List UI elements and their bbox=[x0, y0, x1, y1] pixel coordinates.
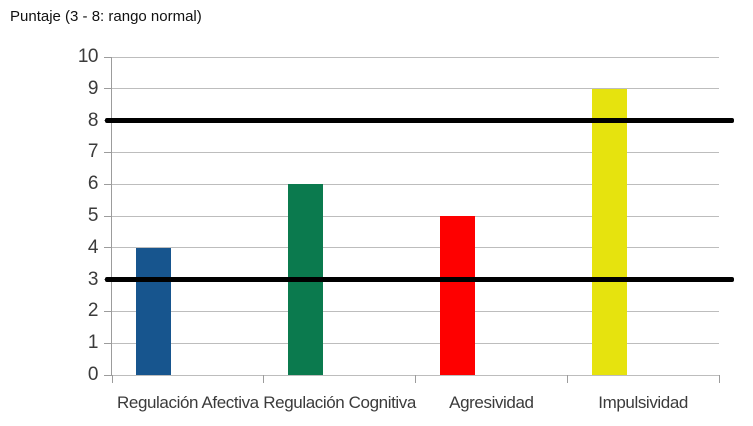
y-axis-tick-label: 10 bbox=[77, 46, 99, 67]
y-gridline bbox=[112, 151, 719, 153]
y-axis-tick-label: 0 bbox=[87, 364, 99, 385]
y-gridline bbox=[112, 88, 719, 90]
y-axis-tick bbox=[104, 183, 112, 185]
y-axis-line bbox=[111, 57, 112, 375]
y-axis-tick bbox=[104, 151, 112, 153]
y-axis-tick-label: 2 bbox=[87, 300, 99, 322]
category-label: Regulación Cognitiva bbox=[263, 393, 416, 412]
x-axis-tick bbox=[718, 375, 720, 383]
bar-impulsividad bbox=[591, 88, 627, 375]
y-gridline bbox=[112, 310, 719, 312]
y-axis-tick bbox=[104, 342, 112, 344]
y-axis-tick bbox=[104, 310, 112, 312]
reference-line bbox=[105, 277, 734, 283]
x-axis-tick bbox=[111, 375, 113, 383]
y-axis-tick bbox=[104, 215, 112, 217]
y-axis-tick-label: 5 bbox=[87, 205, 99, 226]
bar-regulaci-n-afectiva bbox=[136, 247, 172, 375]
y-axis-tick bbox=[104, 88, 112, 90]
chart-title: Puntaje (3 - 8: rango normal) bbox=[10, 8, 202, 25]
y-gridline bbox=[112, 215, 719, 217]
y-axis-tick bbox=[104, 56, 112, 58]
category-label: Regulación Afectiva bbox=[117, 393, 259, 412]
category-label: Impulsividad bbox=[598, 393, 688, 412]
bar-agresividad bbox=[439, 216, 475, 375]
x-axis-tick bbox=[263, 375, 265, 383]
x-axis-tick bbox=[566, 375, 568, 383]
y-axis-tick bbox=[104, 247, 112, 249]
y-axis-tick bbox=[104, 374, 112, 376]
y-axis-tick-label: 7 bbox=[87, 141, 99, 163]
y-axis-tick-label: 6 bbox=[87, 173, 99, 195]
category-label: Agresividad bbox=[449, 393, 534, 412]
y-gridline bbox=[112, 342, 719, 344]
y-gridline bbox=[112, 183, 719, 185]
y-gridline bbox=[112, 247, 719, 249]
reference-line bbox=[105, 118, 734, 124]
y-axis-tick-label: 1 bbox=[87, 332, 99, 354]
x-axis-tick bbox=[415, 375, 416, 383]
y-axis-tick-label: 4 bbox=[87, 236, 99, 258]
plot-area: 0 1 2 3 4 5 6 7 8 9 10 Regulación Afectiva Regulació… bbox=[78, 46, 734, 412]
y-gridline bbox=[112, 56, 719, 58]
y-axis-tick-label: 3 bbox=[87, 268, 99, 290]
y-axis-tick-label: 8 bbox=[87, 109, 99, 131]
y-axis-tick-label: 9 bbox=[87, 77, 99, 99]
